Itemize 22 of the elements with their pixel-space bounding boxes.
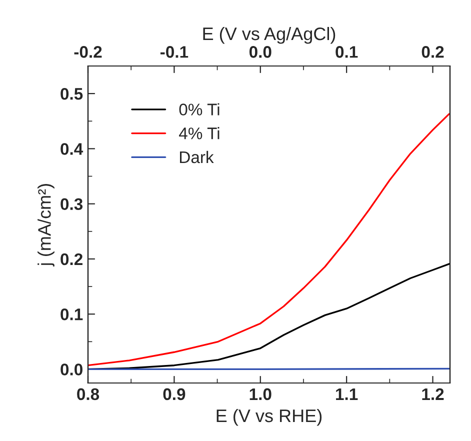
x-tick-label: 0.8 (77, 388, 100, 400)
x-axis-title: E (V vs RHE) (216, 408, 322, 426)
y-tick-label: 0.4 (60, 143, 84, 155)
legend-label: 4% Ti (179, 127, 220, 140)
y-axis-title: j (mA/cm²) (38, 184, 54, 267)
x2-tick-label: 0.0 (249, 46, 272, 58)
y-tick-label: 0.5 (60, 88, 83, 100)
x2-axis-title: E (V vs Ag/AgCl) (203, 26, 336, 44)
x-tick-label: 1.1 (336, 388, 358, 400)
y-tick-label: 0.1 (60, 308, 83, 320)
x-tick-label: 1.2 (422, 388, 444, 400)
y-tick-label: 0.2 (60, 253, 82, 266)
legend-label: Dark (180, 150, 214, 164)
x2-tick-label: -0.1 (160, 46, 188, 58)
x2-tick-label: 0.2 (422, 46, 444, 58)
legend-label: 0% Ti (179, 103, 220, 116)
x-tick-label: 0.9 (163, 388, 186, 400)
y-tick-label: 0.0 (60, 364, 82, 376)
x2-tick-label: -0.2 (74, 46, 102, 58)
x2-tick-label: 0.1 (336, 46, 358, 58)
x-tick-label: 1.0 (250, 388, 272, 400)
y-tick-label: 0.3 (60, 198, 83, 210)
